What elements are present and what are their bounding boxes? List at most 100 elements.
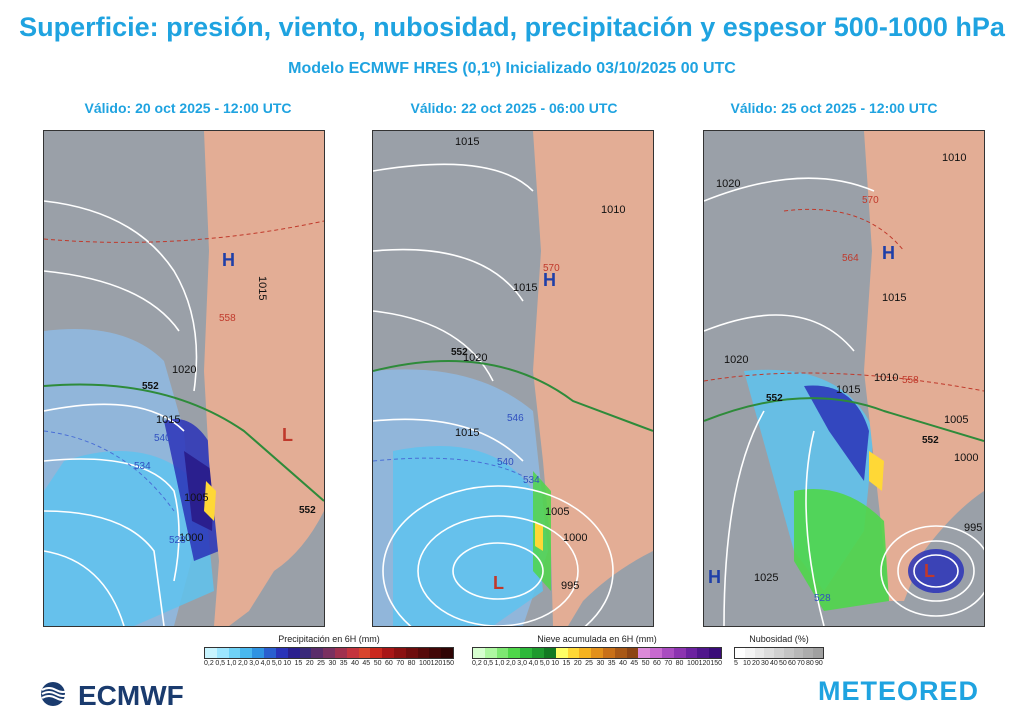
legend-tick-label: 35 [339,660,348,667]
snow-area [794,489,889,611]
legend-color-swatch [662,648,674,658]
legend-tick-label: 5,0 [271,660,282,667]
legend-color-swatch [252,648,265,658]
legend-color-swatch [709,648,722,658]
legend-tick-label: 10 [743,660,751,667]
thickness-label: 540 [497,457,514,468]
map-title: Superficie: presión, viento, nubosidad, … [19,12,1005,42]
isobar-label: 1010 [942,152,966,164]
legend-snow-colorbar [472,647,722,659]
legend-precipitation-ticks: 0,2 0,5 1,0 2,0 3,0 4,0 5,0 10 15 20 25 30 35 40 45 50 6… [204,660,454,667]
legend-tick-label: 4,0 [528,660,539,667]
legend-cloud-cover: Nubosidad (%) 5 10 20 30 40 50 60 70 80 90 [734,634,824,667]
isobar-line [44,403,185,432]
isobar-line [805,430,825,626]
precipitation-heavy-area [804,385,869,481]
legend-color-swatch [370,648,383,658]
legend-tick-label: 120 [430,660,443,667]
thickness-label: 552 [922,435,939,446]
legend-color-swatch [754,648,765,658]
isobar-line [880,525,984,617]
thickness-label: 552 [451,347,468,358]
isobar-label: 1015 [882,292,906,304]
legend-tick-label: 80 [675,660,684,667]
isobar-label: 1000 [954,452,978,464]
legend-tick-label: 3,0 [249,660,259,667]
legend-tick-label: 15 [294,660,303,667]
isobar-label: 995 [964,522,982,534]
legend-tick-label: 0,2 [472,660,482,667]
isobar-line [704,177,875,202]
legend-tick-label: 4,0 [260,660,271,667]
legend-tick-label: 70 [664,660,673,667]
isobar-label: 1015 [256,276,268,300]
thickness-label: 528 [814,593,831,604]
thickness-line [373,457,524,477]
isobar-label: 1000 [563,532,587,544]
legend-tick-label: 120 [698,660,711,667]
legend-color-swatch [429,648,442,658]
legend-color-swatch [614,648,627,658]
legend-tick-label: 15 [562,660,571,667]
legend-tick-label: 70 [797,660,805,667]
legend-snow-title: Nieve acumulada en 6H (mm) [537,634,657,644]
legend-cloud-ticks: 5 10 20 30 40 50 60 70 80 90 [734,660,824,667]
isobar-label: 1020 [172,364,196,376]
land-south-america [864,131,984,601]
isobar-label: 1005 [944,414,968,426]
legend-color-swatch [405,648,418,658]
map-panel-1-svg: 1020 1015 1005 1000 1015 552 540 534 528… [44,131,324,626]
legend-tick-label: 100 [418,660,431,667]
isobar-label: 1020 [724,354,748,366]
isobar-label: 1020 [716,178,740,190]
legend-tick-label: 70 [396,660,405,667]
legend-color-swatch [591,648,603,658]
legend-color-swatch [299,648,312,658]
legend-tick-label: 60 [385,660,393,667]
legend-color-swatch [275,648,288,658]
isobar-line [373,310,494,382]
legend-tick-label: 10 [283,660,291,667]
thickness-552-line [704,397,984,442]
legend-color-swatch [626,648,639,658]
legend-color-swatch [735,648,745,658]
isobar-line [44,458,180,582]
legend-tick-label: 45 [630,660,639,667]
legend-tick-label: 60 [788,660,796,667]
legend-tick-label: 40 [770,660,778,667]
isobar-line [44,510,165,626]
isobar-label: 1005 [184,492,208,504]
isobar-label: 1000 [179,532,203,544]
legend-tick-label: 30 [596,660,605,667]
isobar-line [373,163,534,192]
isobar-label: 1015 [455,136,479,148]
precipitation-area [44,451,214,626]
legend-color-swatch [650,648,662,658]
legend-tick-label: 2,0 [237,660,248,667]
isobar-label: 1015 [836,384,860,396]
thickness-line [783,208,905,252]
map-panel-1: 1020 1015 1005 1000 1015 552 540 534 528… [43,130,325,627]
panel-1-valid-time: Válido: 20 oct 2025 - 12:00 UTC [84,100,292,116]
legend-color-swatch [484,648,497,658]
legend-precipitation-title: Precipitación en 6H (mm) [278,634,380,644]
legend-color-swatch [555,648,568,658]
legend-color-swatch [417,648,430,658]
thickness-label: 546 [507,413,524,424]
snow-area [535,521,543,551]
thickness-label: 552 [299,505,316,516]
ecmwf-logo-text: ECMWF [78,680,184,711]
legend-color-swatch [520,648,533,658]
legend-tick-label: 100 [686,660,699,667]
legend-color-swatch [793,648,804,658]
legend-tick-label: 80 [806,660,814,667]
map-panel-3-svg: 1020 1010 1015 1020 1010 1015 1005 1000 … [704,131,984,626]
legend-color-swatch [205,648,217,658]
isobar-line [382,485,614,626]
high-pressure-marker: H [882,243,895,263]
thickness-label: 528 [169,535,186,546]
thickness-label: 540 [154,433,171,444]
legend-color-swatch [813,648,824,658]
legend-tick-label: 0,2 [204,660,214,667]
legend-color-swatch [673,648,686,658]
